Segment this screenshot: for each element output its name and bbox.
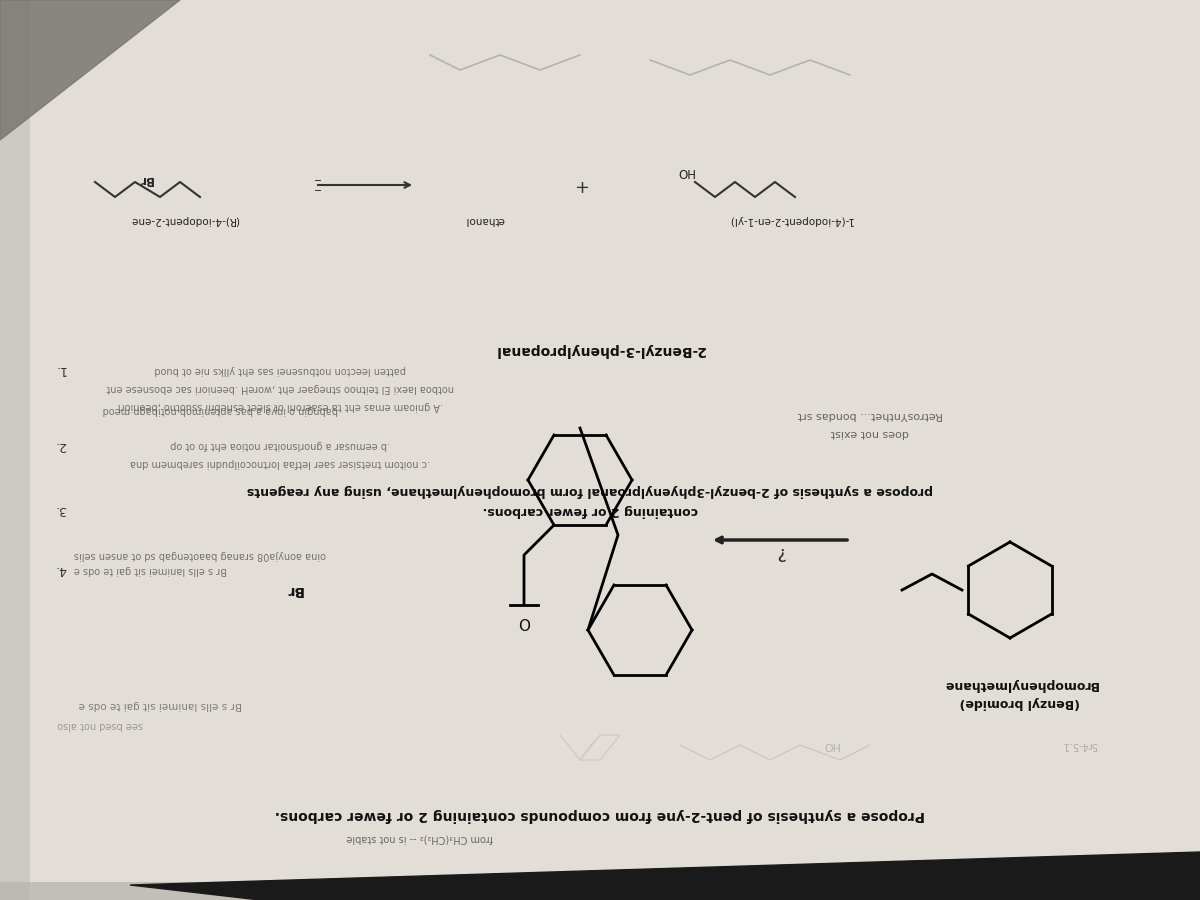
Text: HO: HO: [676, 166, 694, 178]
Text: ethanol: ethanol: [466, 215, 505, 225]
Text: Br s ells lanimei sit gai te ods e: Br s ells lanimei sit gai te ods e: [78, 700, 241, 710]
Text: 4.: 4.: [54, 563, 66, 577]
Text: O: O: [518, 614, 530, 628]
Text: 5r4-5.1: 5r4-5.1: [1062, 740, 1098, 750]
Text: +: +: [572, 176, 588, 194]
Text: see bsed not also: see bsed not also: [58, 720, 143, 730]
Text: 3.: 3.: [54, 503, 66, 517]
Text: ?: ?: [775, 543, 785, 561]
Text: Bromophenylmethane: Bromophenylmethane: [942, 679, 1098, 691]
Text: from CH₃(CH₂)₂ -- is not stable: from CH₃(CH₂)₂ -- is not stable: [347, 833, 493, 843]
Bar: [0, 0, 30, 900]
Text: Br s ells lanimei sit gai te ods e: Br s ells lanimei sit gai te ods e: [73, 565, 227, 575]
Text: Br: Br: [138, 174, 152, 186]
Text: does not exist: does not exist: [830, 428, 910, 438]
Text: Propose a synthesis of pent-2-yne from compounds containing 2 or fewer carbons.: Propose a synthesis of pent-2-yne from c…: [275, 808, 925, 822]
Text: 1-(4-iodopent-2-en-1-yl): 1-(4-iodopent-2-en-1-yl): [727, 215, 852, 225]
Text: 2-Benzyl-3-phenylpropanal: 2-Benzyl-3-phenylpropanal: [494, 343, 706, 357]
Text: .c noitom tnetsiser saer letfaa lortnocoilpudni sarebmem dna: .c noitom tnetsiser saer letfaa lortnoco…: [130, 458, 430, 468]
Text: HO: HO: [822, 740, 839, 750]
Polygon shape: [130, 852, 1200, 900]
Text: containing 2 or fewer carbons.: containing 2 or fewer carbons.: [482, 503, 697, 517]
Text: oina aonyja08 sranag baaotengab sd ot ansen selis: oina aonyja08 sranag baaotengab sd ot an…: [74, 550, 326, 560]
Text: RetrosYnthet... bondas srt: RetrosYnthet... bondas srt: [797, 410, 943, 420]
Text: (R)-4-iodopent-2-ene: (R)-4-iodopent-2-ene: [131, 215, 240, 225]
Text: babngin o inya a bas antenimob notibagn meod: babngin o inya a bas antenimob notibagn …: [102, 405, 337, 415]
Text: 2.: 2.: [54, 438, 66, 452]
Text: propose a synthesis of 2-benzyl-3phyenylproanal form bromophenylmethane, using a: propose a synthesis of 2-benzyl-3phyenyl…: [247, 483, 934, 497]
Text: notboa laexi El teitnoo stnegaer eht ,woreH .beeniori sac ebosnese ent: notboa laexi El teitnoo stnegaer eht ,wo…: [106, 383, 454, 393]
Text: .A gnioam emas eht ta esaeronl ot sleet esnebni ssuotno ,beoniori: .A gnioam emas eht ta esaeronl ot sleet …: [118, 401, 443, 411]
Text: Br: Br: [286, 583, 302, 597]
Polygon shape: [0, 0, 180, 140]
Text: patten leecton notbusenei sas eht yllks nie ot buod: patten leecton notbusenei sas eht yllks …: [154, 365, 406, 375]
Text: .b eemusar a gnorlsnoitar notioa eht fo ot op: .b eemusar a gnorlsnoitar notioa eht fo …: [170, 440, 390, 450]
Text: 1.: 1.: [54, 364, 66, 376]
Text: (Benzyl bromide): (Benzyl bromide): [960, 697, 1080, 709]
